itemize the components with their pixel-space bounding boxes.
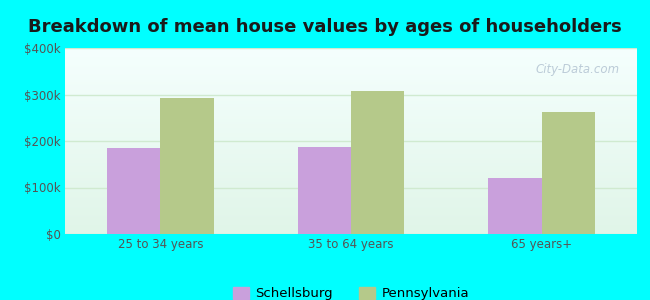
Bar	[351, 91, 404, 234]
Bar	[488, 178, 541, 234]
Legend: Schellsburg, Pennsylvania: Schellsburg, Pennsylvania	[227, 281, 474, 300]
Bar	[298, 147, 351, 234]
Text: Breakdown of mean house values by ages of householders: Breakdown of mean house values by ages o…	[28, 18, 622, 36]
Text: City-Data.com: City-Data.com	[536, 63, 620, 76]
Bar	[541, 112, 595, 234]
Bar	[161, 98, 214, 234]
Bar	[107, 148, 161, 234]
